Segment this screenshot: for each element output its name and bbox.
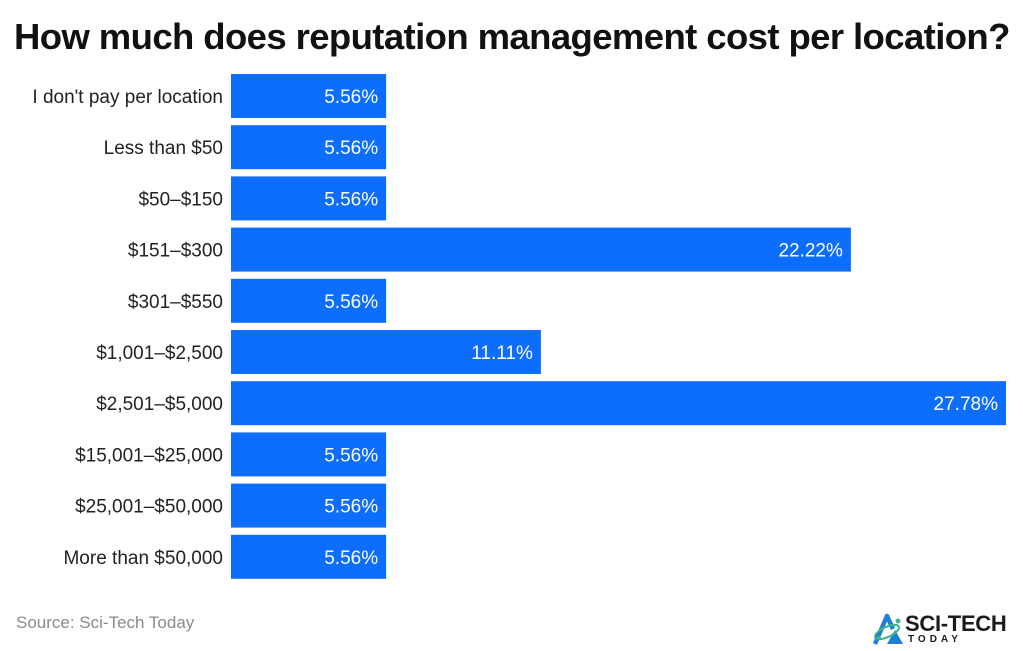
value-label: 27.78% — [934, 394, 999, 415]
bar — [231, 432, 387, 477]
category-label: More than $50,000 — [63, 548, 223, 569]
category-label: $25,001–$50,000 — [75, 497, 223, 518]
value-label: 5.56% — [324, 497, 378, 518]
bar — [231, 534, 387, 579]
chart-title: How much does reputation management cost… — [14, 16, 1010, 57]
bar — [231, 74, 387, 118]
logo-wordmark: SCI-TECH — [905, 611, 1007, 636]
value-label: 5.56% — [324, 445, 378, 466]
atom-triangle-icon — [872, 613, 903, 645]
value-label: 5.56% — [324, 292, 378, 313]
value-label: 5.56% — [324, 138, 378, 159]
category-label: I don't pay per location — [32, 87, 223, 108]
category-label: Less than $50 — [104, 138, 223, 159]
bar — [231, 278, 387, 323]
value-label: 5.56% — [324, 548, 378, 569]
category-label: $1,001–$2,500 — [96, 343, 223, 364]
bar — [231, 381, 1006, 426]
category-label: $50–$150 — [138, 189, 223, 210]
bar — [231, 125, 387, 170]
source-note: Source: Sci-Tech Today — [16, 613, 195, 632]
bar — [231, 483, 387, 528]
value-label: 5.56% — [324, 87, 378, 108]
bar-chart: I don't pay per location 5.56% Less than $… — [32, 74, 1006, 579]
value-label: 5.56% — [324, 189, 378, 210]
bar — [231, 176, 387, 221]
logo-subtitle: TODAY — [908, 634, 962, 645]
value-label: 11.11% — [471, 343, 533, 364]
bar — [231, 227, 851, 272]
category-label: $301–$550 — [128, 292, 223, 313]
category-label: $15,001–$25,000 — [75, 445, 223, 466]
value-label: 22.22% — [778, 241, 843, 262]
bar — [231, 330, 541, 374]
category-label: $151–$300 — [128, 241, 223, 262]
sci-tech-today-logo: SCI-TECH TODAY — [872, 610, 1020, 648]
category-label: $2,501–$5,000 — [96, 394, 223, 415]
